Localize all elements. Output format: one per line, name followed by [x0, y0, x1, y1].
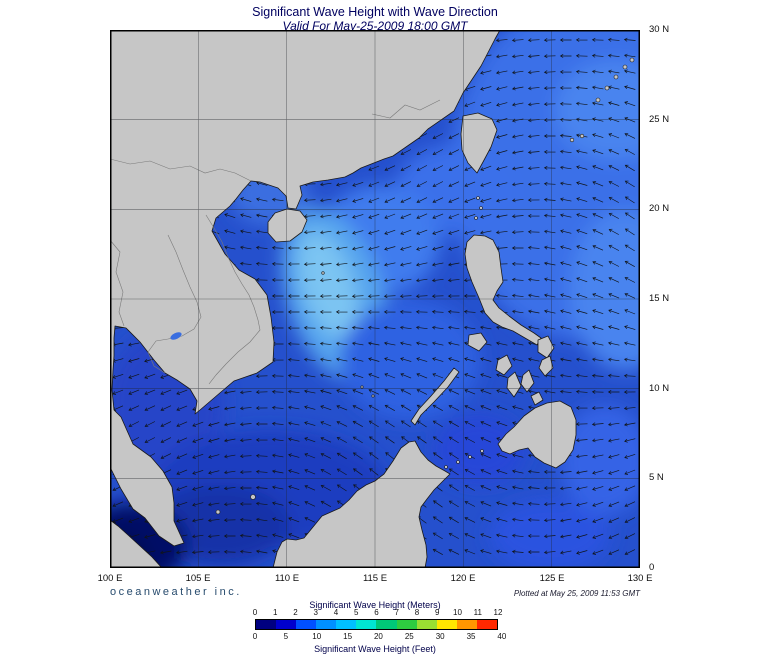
legend-color-segment: [436, 620, 457, 629]
meters-tick-label: 5: [354, 608, 359, 617]
feet-tick-label: 20: [373, 632, 383, 641]
meters-tick-label: 9: [435, 608, 440, 617]
lon-tick-label: 110 E: [274, 573, 300, 584]
landmass-taiwan: [460, 112, 498, 174]
lat-tick-label: 25 N: [649, 114, 670, 125]
plotted-timestamp: Plotted at May 25, 2009 11:53 GMT: [513, 589, 640, 598]
meters-tick-label: 3: [313, 608, 318, 617]
lon-tick-label: 100 E: [97, 573, 123, 584]
meters-tick-label: 8: [414, 608, 420, 617]
lon-tick-label: 120 E: [450, 573, 476, 584]
lon-tick-label: 105 E: [185, 573, 211, 584]
legend-color-segment: [476, 620, 497, 629]
meters-tick-label: 2: [293, 608, 298, 617]
landmass-mindanao: [497, 400, 577, 469]
map-area: [110, 30, 640, 568]
oceanweather-branding: oceanweather inc.: [110, 586, 242, 598]
feet-tick-label: 0: [252, 632, 258, 641]
legend-color-segment: [276, 620, 297, 629]
landmass-mainland-asia: [110, 30, 501, 547]
meters-tick-label: 10: [453, 608, 462, 617]
landmass-palawan: [410, 367, 460, 426]
page-title: Significant Wave Height with Wave Direct…: [252, 5, 498, 19]
landmass-cebu: [520, 369, 535, 393]
meters-tick-label: 6: [374, 608, 379, 617]
small-islands: [215, 57, 635, 515]
landmass-panay: [495, 354, 513, 376]
meters-tick-label: 12: [493, 608, 503, 617]
feet-tick-label: 40: [497, 632, 507, 641]
legend-color-segment: [316, 620, 337, 629]
lon-tick-label: 115 E: [362, 573, 388, 584]
legend-colorbar: [255, 619, 498, 630]
lat-tick-label: 5 N: [649, 472, 664, 483]
landmass-bohol: [530, 391, 544, 406]
title-block: Significant Wave Height with Wave Direct…: [110, 5, 640, 33]
lake-tonle-sap: [170, 332, 182, 340]
feet-tick-label: 15: [343, 632, 353, 641]
map-frame: [110, 30, 640, 568]
legend-color-segment: [456, 620, 477, 629]
meters-tick-label: 4: [333, 608, 339, 617]
graticule: [110, 30, 640, 568]
legend-color-segment: [376, 620, 397, 629]
landmass-luzon: [464, 234, 542, 346]
feet-tick-label: 5: [283, 632, 289, 641]
feet-tick-label: 10: [312, 632, 322, 641]
meters-tick-label: 7: [394, 608, 399, 617]
meters-tick-label: 11: [473, 608, 482, 617]
legend-color-segment: [296, 620, 317, 629]
valid-time-subtitle: Valid For May-25-2009 18:00 GMT: [282, 19, 468, 33]
lat-tick-label: 15 N: [649, 293, 670, 304]
feet-tick-label: 25: [404, 632, 414, 641]
legend-color-segment: [356, 620, 377, 629]
landmass-leyte: [538, 355, 554, 377]
feet-tick-label: 30: [435, 632, 445, 641]
legend-feet-title: Significant Wave Height (Feet): [314, 644, 436, 654]
landmass-sumatra: [110, 519, 163, 568]
landmass-hainan: [267, 208, 308, 243]
legend-color-segment: [256, 620, 277, 629]
landmass-negros: [506, 371, 522, 398]
lat-tick-label: 30 N: [649, 24, 670, 35]
meters-tick-label: 0: [252, 608, 258, 617]
legend-color-segment: [336, 620, 357, 629]
landmasses: [110, 30, 577, 568]
legend-meters-title: Significant Wave Height (Meters): [309, 600, 441, 610]
meters-tick-label: 1: [273, 608, 278, 617]
legend-color-segment: [396, 620, 417, 629]
landmass-samar: [537, 335, 555, 359]
lat-tick-label: 0: [649, 562, 655, 573]
landmass-mindoro: [467, 332, 488, 352]
landmass-borneo: [272, 440, 451, 568]
map-canvas: [110, 30, 640, 568]
legend-color-segment: [416, 620, 437, 629]
lon-tick-label: 125 E: [539, 573, 565, 584]
feet-tick-label: 35: [466, 632, 476, 641]
country-borders: [110, 99, 441, 385]
lon-tick-label: 130 E: [627, 573, 653, 584]
lat-tick-label: 20 N: [649, 203, 670, 214]
lat-tick-label: 10 N: [649, 383, 670, 394]
